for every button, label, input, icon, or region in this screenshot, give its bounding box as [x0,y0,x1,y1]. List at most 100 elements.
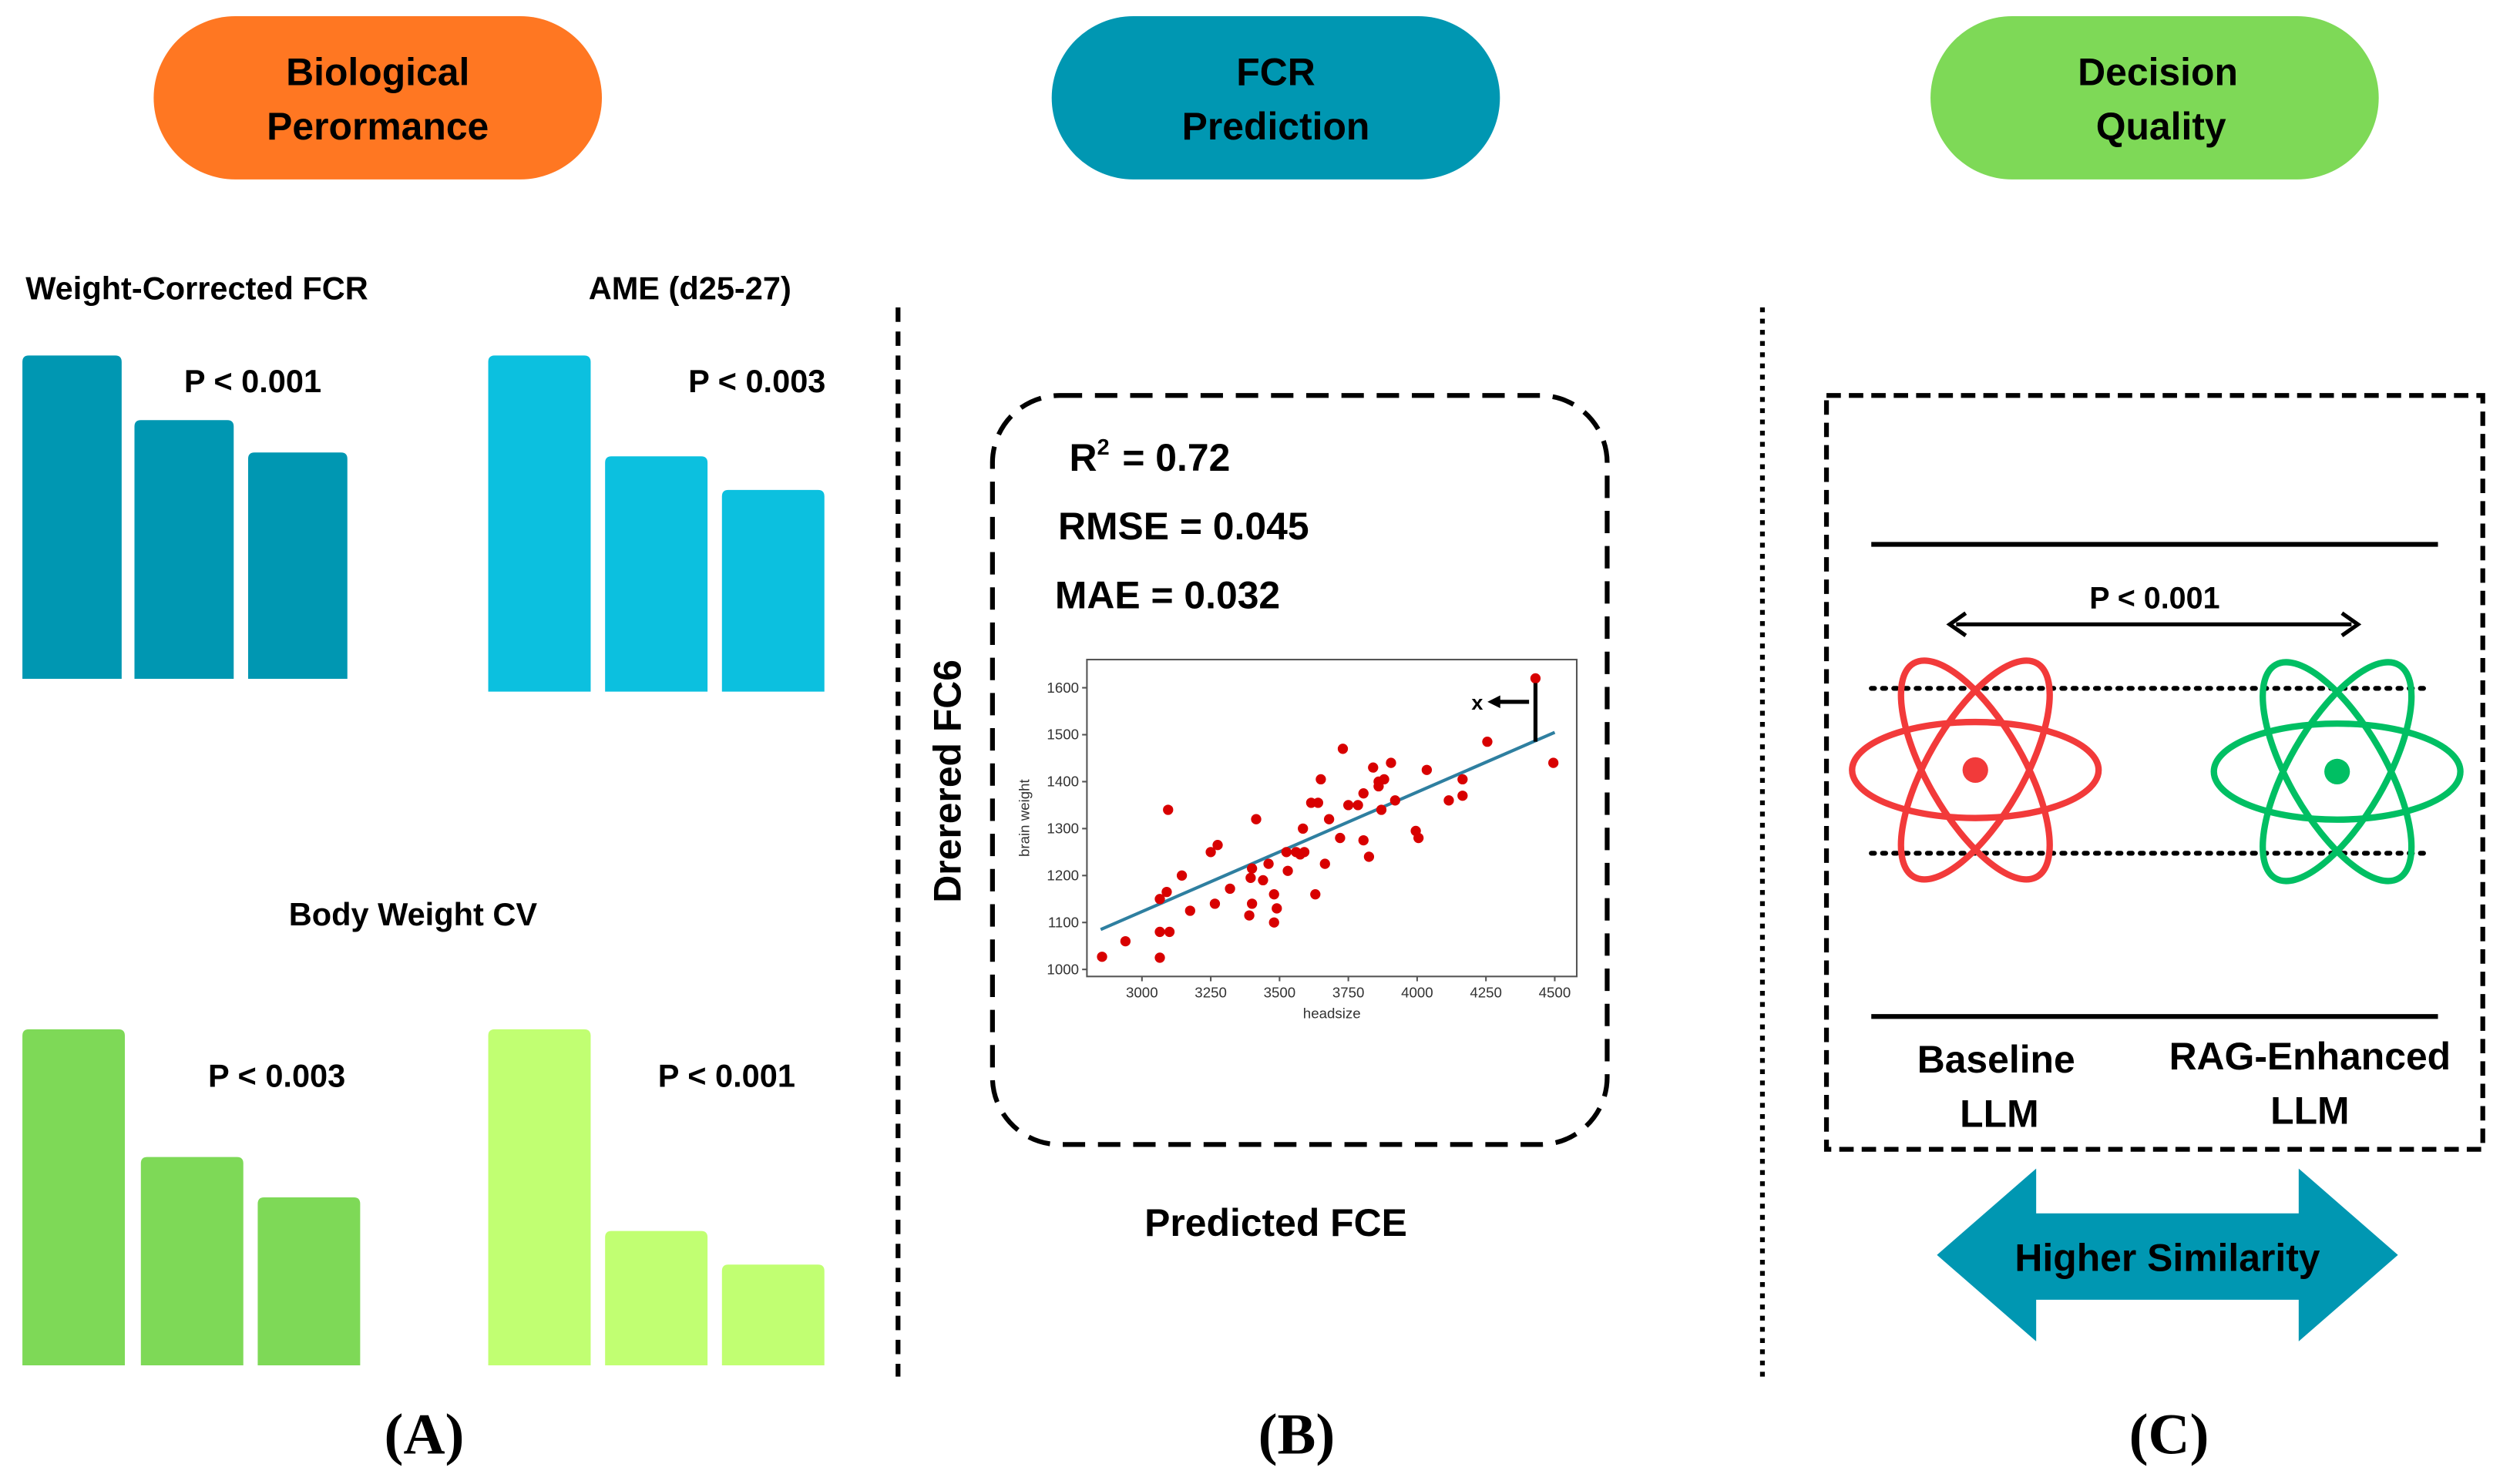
x-tick-label: 3500 [1264,984,1296,1000]
p-value: P < 0.001 [2089,582,2219,616]
scatter-point [1245,872,1256,883]
scatter-point [1310,889,1321,900]
scatter-point [1376,804,1387,815]
pill-text: Quality [2096,105,2226,148]
bar [22,1029,126,1366]
scatter-point [1272,903,1282,914]
rag-label: LLM [2270,1089,2349,1132]
scatter-point [1163,804,1174,815]
bar-charts [22,355,825,1366]
bar [721,1264,825,1366]
scatter-point [1161,886,1172,898]
panel-label-a: (A) [385,1402,465,1466]
y-tick-label: 1000 [1047,961,1079,977]
scatter-point [1323,814,1335,824]
scatter-point [1389,795,1400,806]
y-tick-label: 1400 [1047,774,1079,790]
mae-metric: MAE = 0.032 [1055,574,1280,617]
pill-text: Biological [286,50,469,93]
bar [488,355,591,692]
scatter-point [1244,910,1255,921]
bar [134,420,234,679]
scatter-point [1457,774,1468,785]
scatter-point [1281,847,1292,858]
pill-decision-quality: Decision Quality [1930,16,2379,180]
chart-title: AME (d25-27) [589,270,791,307]
similarity-arrow [1937,1168,2398,1341]
rag-label: RAG-Enhanced [2169,1035,2451,1078]
scatter-point [1298,823,1309,834]
annotation-label: x [1471,691,1483,714]
scatter-point [1120,935,1131,947]
decision-box [1823,393,2485,1152]
scatter-y-label: brain weight [1016,778,1033,857]
bar [721,489,825,692]
scatter-point [1337,744,1349,754]
scatter-point [1352,800,1363,811]
atom-icon-red [1849,657,2102,883]
panel-label-c: (C) [2129,1402,2209,1466]
scatter-point [1212,840,1223,851]
scatter-point [1154,894,1165,905]
bar [257,1197,361,1366]
scatter-point [1184,905,1195,916]
pill-text: Decision [2078,50,2238,93]
scatter-point [1154,926,1165,938]
scatter-point [1530,673,1541,684]
bar [605,1231,708,1366]
panel-label-b: (B) [1258,1402,1336,1466]
scatter-point [1421,764,1433,775]
p-value: P < 0.001 [658,1058,795,1094]
x-tick-label: 4500 [1539,984,1571,1000]
x-axis-title: Predicted FCE [1144,1201,1407,1244]
scatter-point [1358,788,1369,799]
scatter-point [1548,757,1559,768]
scatter-point [1209,898,1221,909]
scatter-point [1154,952,1165,963]
scatter-point [1319,858,1330,869]
baseline-label: Baseline [1917,1038,2075,1081]
scatter-point [1363,851,1375,862]
chart-title: Weight-Corrected FCR [25,270,368,307]
pill-fcr-prediction: FCR Prediction [1051,16,1500,180]
scatter-point [1457,791,1468,801]
scatter-point [1335,832,1346,844]
bar [488,1029,591,1366]
bar [140,1157,244,1366]
scatter-point [1379,774,1389,785]
scatter-point [1413,832,1424,844]
scatter-point [1263,858,1274,869]
y-axis-title: Drerered FC6 [926,660,969,903]
scatter-x-label: headsize [1303,1005,1361,1021]
x-tick-label: 4250 [1470,984,1502,1000]
y-tick-label: 1200 [1047,868,1079,884]
scatter-point [1268,889,1279,900]
scatter-point [1368,762,1379,773]
scatter-plot: 3000 3250 3500 3750 4000 4250 4500 1000 1100 1200… [1016,658,1578,1021]
metrics-box [990,393,1610,1147]
x-tick-label: 4000 [1401,984,1433,1000]
pill-text: Perormance [267,105,489,148]
chart-title: Body Weight CV [289,896,538,932]
similarity-label: Higher Similarity [2014,1237,2320,1280]
baseline-label: LLM [1960,1093,2038,1136]
scatter-point [1312,797,1323,808]
bar [247,452,348,679]
scatter-point [1247,898,1258,909]
pill-biological-performance: Biological Perormance [153,16,603,180]
y-tick-label: 1600 [1047,680,1079,696]
scatter-point [1176,870,1188,881]
fit-line [1100,730,1556,932]
pill-text: FCR [1236,50,1315,93]
pill-text: Prediction [1182,105,1370,148]
x-tick-label: 3750 [1332,984,1365,1000]
bar [605,456,708,692]
scatter-point [1358,834,1369,846]
scatter-point [1482,737,1493,747]
y-tick-label: 1100 [1048,914,1079,930]
y-tick-label: 1500 [1047,727,1079,743]
scatter-point [1205,847,1216,858]
p-value: P < 0.003 [688,363,825,399]
scatter-point [1251,814,1262,824]
